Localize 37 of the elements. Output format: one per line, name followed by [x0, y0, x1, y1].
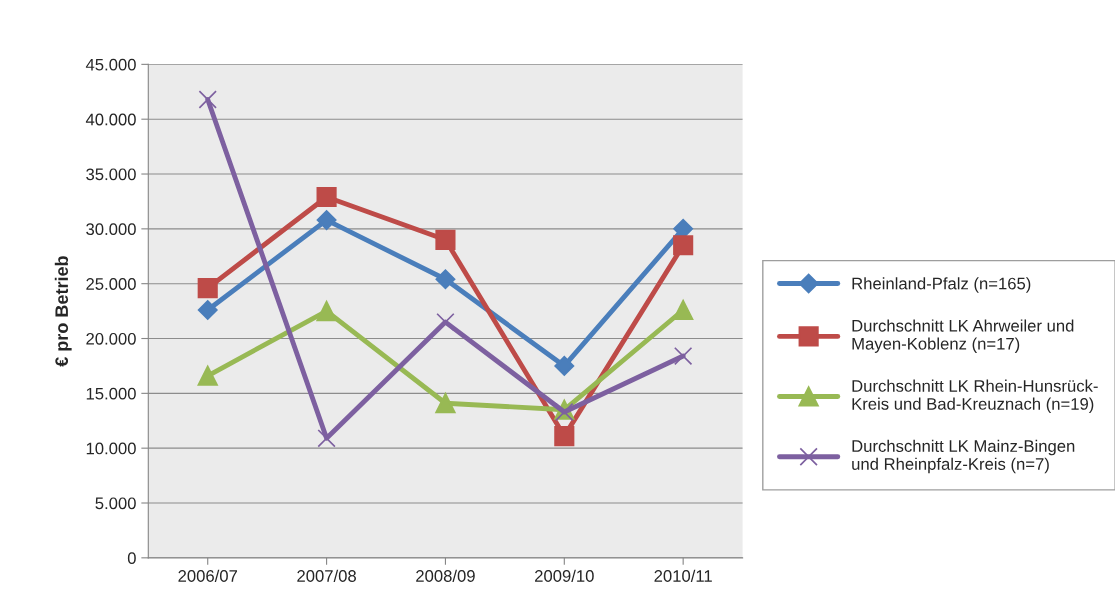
legend-label: Durchschnitt LK Rhein-Hunsrück- Kreis und Bad-Kreuznach (n=19) — [852, 379, 1098, 414]
point — [317, 429, 336, 448]
point — [316, 210, 337, 230]
y-axis-title: € pro Betrieb — [54, 256, 72, 367]
y-tick-label: 10.000 — [86, 442, 136, 455]
y-tick-label: 15.000 — [86, 387, 136, 400]
point — [197, 365, 218, 386]
point — [197, 278, 218, 299]
x-tick-label: 2010/11 — [654, 569, 712, 582]
legend-label: Durchschnitt LK Ahrweiler und Mayen-Koblenz (n=17) — [852, 319, 1074, 353]
point — [436, 312, 455, 332]
point — [316, 301, 337, 322]
point — [316, 186, 337, 208]
point — [673, 235, 694, 256]
point — [554, 426, 575, 447]
point — [435, 269, 456, 290]
x-tick-label: 2009/10 — [535, 569, 594, 582]
y-tick-label: 25.000 — [86, 278, 136, 290]
point — [197, 300, 218, 320]
y-tick-label: 40.000 — [85, 113, 136, 126]
y-tick-label: 35.000 — [86, 168, 136, 181]
y-tick-label: 5.000 — [95, 497, 136, 510]
y-tick-label: 20.000 — [86, 332, 136, 345]
x-tick-label: 2008/09 — [416, 569, 475, 582]
y-tick-label: 45.000 — [85, 58, 136, 71]
legend-label: Rheinland-Pfalz (n=165) — [852, 277, 1031, 293]
point — [673, 299, 694, 321]
point — [673, 346, 693, 366]
x-tick-label: 2006/07 — [178, 569, 238, 582]
point — [435, 229, 456, 250]
legend-label: Durchschnitt LK Mainz-Bingen und Rheinpfalz-Kreis (n=7) — [852, 439, 1075, 474]
y-tick-label: 30.000 — [86, 223, 136, 236]
point — [435, 393, 456, 414]
point — [198, 90, 217, 109]
y-tick-label: 0 — [127, 552, 136, 565]
x-tick-label: 2007/08 — [297, 569, 356, 582]
point — [554, 356, 575, 376]
